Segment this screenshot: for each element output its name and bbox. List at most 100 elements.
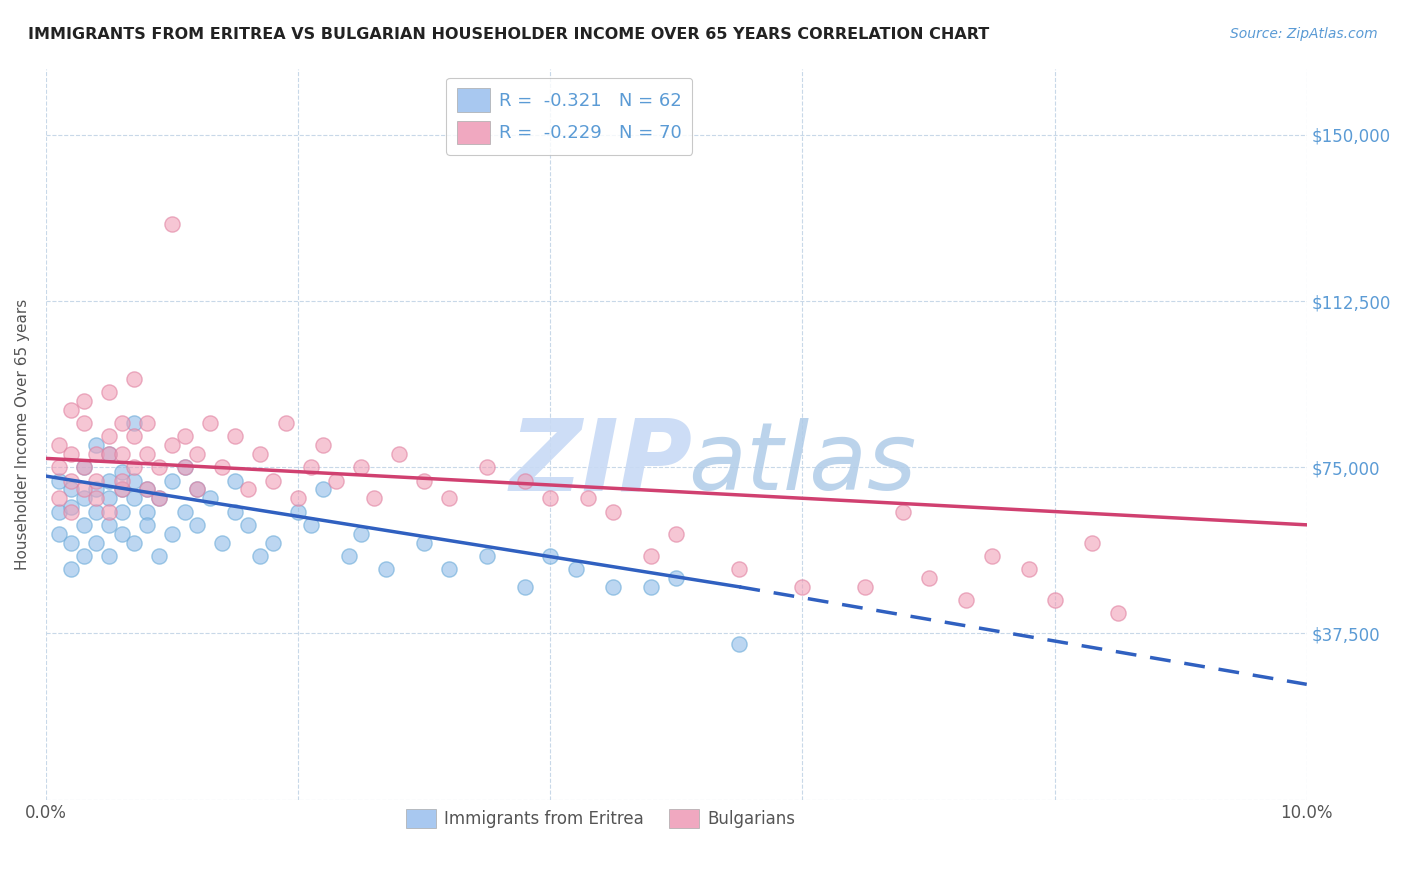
Point (299, 460, 322, 475)
Point (665, 526, 688, 541)
Point (262, 535, 284, 549)
Point (564, 562, 586, 576)
Point (602, 580, 624, 594)
Point (148, 549, 170, 563)
Point (135, 483, 157, 497)
Point (48, 504, 70, 518)
Point (236, 517, 259, 532)
Point (160, 526, 183, 541)
Point (1018, 562, 1040, 576)
Point (48, 491, 70, 506)
Point (955, 593, 977, 607)
Point (73, 491, 96, 506)
Point (186, 447, 208, 461)
Point (111, 416, 134, 430)
Point (211, 535, 233, 549)
Point (60, 447, 83, 461)
Point (111, 483, 134, 497)
Point (891, 504, 914, 518)
Legend: Immigrants from Eritrea, Bulgarians: Immigrants from Eritrea, Bulgarians (399, 803, 801, 835)
Point (274, 416, 297, 430)
Point (287, 491, 309, 506)
Point (186, 483, 208, 497)
Point (60, 483, 83, 497)
Point (980, 549, 1002, 563)
Point (249, 447, 271, 461)
Point (122, 535, 145, 549)
Point (160, 217, 183, 231)
Point (135, 517, 157, 532)
Point (312, 483, 335, 497)
Point (60, 500, 83, 515)
Point (60, 474, 83, 488)
Point (413, 474, 436, 488)
Point (73, 416, 96, 430)
Point (160, 474, 183, 488)
Text: IMMIGRANTS FROM ERITREA VS BULGARIAN HOUSEHOLDER INCOME OVER 65 YEARS CORRELATIO: IMMIGRANTS FROM ERITREA VS BULGARIAN HOU… (28, 27, 990, 42)
Point (98, 447, 121, 461)
Point (1081, 535, 1104, 549)
Point (111, 504, 134, 518)
Point (917, 571, 939, 585)
Point (186, 517, 208, 532)
Point (337, 549, 360, 563)
Point (98, 549, 121, 563)
Point (48, 526, 70, 541)
Point (363, 491, 385, 506)
Point (148, 491, 170, 506)
Point (640, 580, 662, 594)
Point (236, 483, 259, 497)
Point (538, 549, 561, 563)
Point (122, 474, 145, 488)
Point (122, 460, 145, 475)
Point (111, 483, 134, 497)
Point (86, 483, 108, 497)
Point (48, 460, 70, 475)
Point (287, 504, 309, 518)
Point (375, 562, 398, 576)
Point (98, 517, 121, 532)
Point (211, 460, 233, 475)
Point (122, 416, 145, 430)
Point (111, 447, 134, 461)
Point (173, 460, 195, 475)
Point (111, 465, 134, 479)
Point (728, 562, 751, 576)
Point (98, 384, 121, 399)
Point (48, 438, 70, 452)
Point (262, 474, 284, 488)
Point (73, 549, 96, 563)
Point (792, 580, 814, 594)
Point (111, 526, 134, 541)
Point (135, 416, 157, 430)
Point (73, 517, 96, 532)
Point (60, 562, 83, 576)
Point (60, 402, 83, 417)
Point (538, 491, 561, 506)
Point (198, 416, 221, 430)
Point (48, 474, 70, 488)
Point (602, 504, 624, 518)
Point (173, 460, 195, 475)
Point (439, 491, 461, 506)
Point (249, 549, 271, 563)
Point (576, 491, 599, 506)
Point (513, 580, 536, 594)
Point (60, 535, 83, 549)
Text: ZIP: ZIP (509, 415, 692, 512)
Point (73, 393, 96, 408)
Point (135, 504, 157, 518)
Point (1043, 593, 1066, 607)
Point (98, 429, 121, 443)
Point (98, 447, 121, 461)
Point (350, 526, 373, 541)
Point (111, 474, 134, 488)
Point (299, 517, 322, 532)
Point (86, 447, 108, 461)
Point (388, 447, 411, 461)
Point (86, 535, 108, 549)
Point (135, 447, 157, 461)
Point (73, 460, 96, 475)
Point (98, 491, 121, 506)
Point (224, 429, 246, 443)
